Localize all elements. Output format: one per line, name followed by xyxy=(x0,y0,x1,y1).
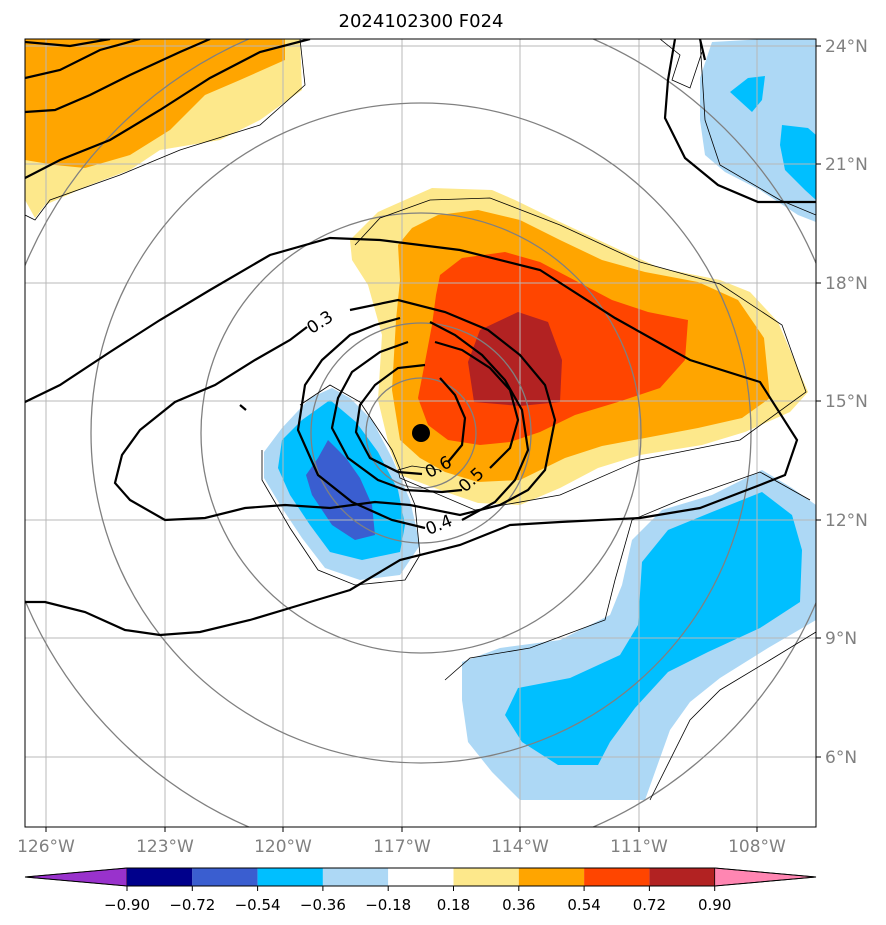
range-ring-2 xyxy=(310,322,532,544)
thin-contour-nw xyxy=(25,39,306,221)
contour-outer-north xyxy=(25,236,799,637)
colorbar-label: −0.54 xyxy=(235,896,281,914)
colorbar-segment xyxy=(388,868,454,886)
contour-nw-1 xyxy=(25,39,311,179)
storm-center-marker xyxy=(412,424,430,442)
range-ring-3 xyxy=(200,212,642,654)
colorbar-segment xyxy=(127,868,193,886)
thin-contour-se xyxy=(444,471,816,801)
colorbar-label: 0.72 xyxy=(633,896,666,914)
colorbar-label: −0.72 xyxy=(169,896,215,914)
colorbar-segment xyxy=(649,868,715,886)
contour-ne xyxy=(663,39,816,204)
shade-nw-orange xyxy=(25,39,285,168)
lat-label-21: 21°N xyxy=(825,155,868,175)
shade-center-darkred xyxy=(468,312,562,406)
colorbar-label: 0.18 xyxy=(437,896,470,914)
colorbar-segment xyxy=(192,868,258,886)
colorbar-label: 0.36 xyxy=(502,896,535,914)
lon-labels: 126°W 123°W 120°W 117°W 114°W 111°W 108°… xyxy=(17,827,786,857)
gridlines xyxy=(25,39,816,827)
thick-contours xyxy=(25,39,816,637)
shade-se-blue xyxy=(505,492,802,765)
shade-ne-blue-b xyxy=(780,125,816,200)
colorbar-segment xyxy=(257,868,323,886)
map-frame xyxy=(24,38,817,828)
contour-03 xyxy=(113,298,557,522)
lat-label-6: 6°N xyxy=(825,748,857,768)
colorbar-extend-high xyxy=(714,867,817,887)
colorbar: −0.90 −0.72 −0.54 −0.36 −0.18 0.18 0.36 … xyxy=(24,867,817,914)
lon-label-111: 111°W xyxy=(610,837,668,857)
colorbar-segment xyxy=(518,868,585,886)
map-area: 0.3 0.4 0.5 0.6 xyxy=(25,39,816,827)
lon-label-126: 126°W xyxy=(17,837,75,857)
lon-label-117: 117°W xyxy=(373,837,431,857)
lon-label-114: 114°W xyxy=(491,837,549,857)
colorbar-label: −0.36 xyxy=(300,896,346,914)
shade-sw-royal xyxy=(306,440,375,540)
lat-label-9: 9°N xyxy=(825,629,857,649)
shade-ne-lightblue xyxy=(700,39,816,222)
contour-05 xyxy=(330,340,520,494)
range-ring-4 xyxy=(90,102,752,764)
lat-label-12: 12°N xyxy=(825,511,868,531)
colorbar-label: 0.54 xyxy=(567,896,600,914)
figure-title: 2024102300 F024 xyxy=(339,11,504,32)
colorbar-label: 0.90 xyxy=(698,896,731,914)
contour-06 xyxy=(354,363,467,476)
colorbar-segment xyxy=(322,868,389,886)
contour-04 xyxy=(296,316,530,530)
lat-label-18: 18°N xyxy=(825,274,868,294)
colorbar-segment xyxy=(453,868,519,886)
thin-contour-sw xyxy=(261,384,421,586)
lon-label-120: 120°W xyxy=(254,837,312,857)
colorbar-extend-low xyxy=(24,867,128,887)
lon-label-108: 108°W xyxy=(728,837,786,857)
lat-label-24: 24°N xyxy=(825,37,868,57)
range-rings xyxy=(25,39,816,827)
lat-label-15: 15°N xyxy=(825,392,868,412)
colorbar-label: −0.18 xyxy=(365,896,411,914)
range-ring-1 xyxy=(365,377,477,489)
thin-contours xyxy=(25,39,816,801)
colorbar-segment xyxy=(584,868,650,886)
colorbar-ticks xyxy=(126,886,716,891)
thin-contour-center xyxy=(354,197,807,511)
lat-labels: 24°N 21°N 18°N 15°N 12°N 9°N 6°N xyxy=(816,37,868,768)
lon-label-123: 123°W xyxy=(136,837,194,857)
shade-ne-blue-a xyxy=(730,76,765,112)
colorbar-label: −0.90 xyxy=(104,896,150,914)
